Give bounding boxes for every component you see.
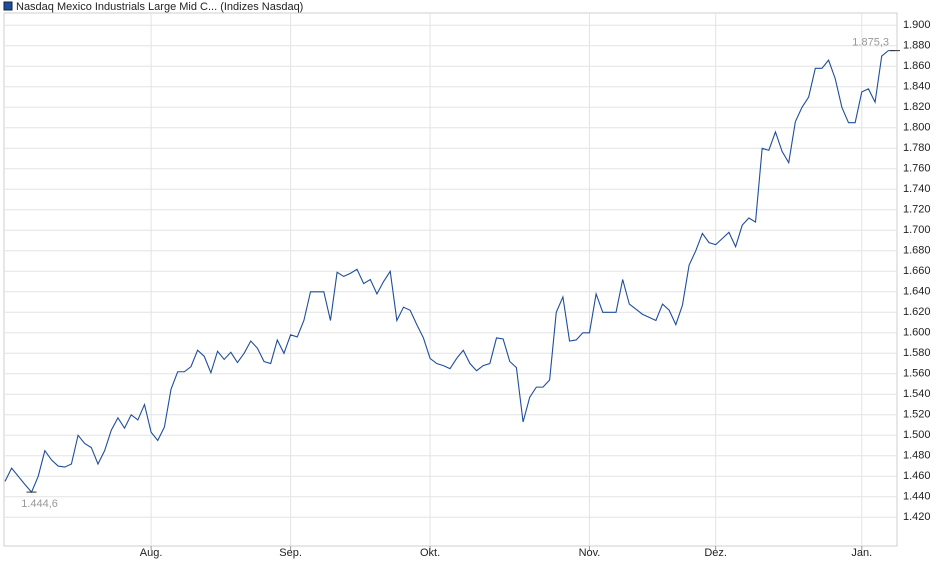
y-tick-label: 1.900 [903, 19, 931, 31]
y-tick-label: 1.740 [903, 183, 931, 195]
x-tick-label: Okt. [420, 547, 440, 559]
y-tick-label: 1.560 [903, 368, 931, 380]
y-tick-label: 1.660 [903, 265, 931, 277]
y-tick-label: 1.420 [903, 511, 931, 523]
x-tick-label: Dez. [704, 547, 727, 559]
y-tick-label: 1.700 [903, 224, 931, 236]
y-tick-label: 1.580 [903, 347, 931, 359]
y-tick-label: 1.820 [903, 101, 931, 113]
value-label: 1.444,6 [21, 498, 58, 510]
y-tick-label: 1.720 [903, 204, 931, 216]
y-tick-label: 1.840 [903, 81, 931, 93]
y-tick-label: 1.640 [903, 286, 931, 298]
y-tick-label: 1.880 [903, 40, 931, 52]
y-tick-label: 1.500 [903, 429, 931, 441]
x-tick-label: Nov. [579, 547, 601, 559]
y-tick-label: 1.860 [903, 60, 931, 72]
y-tick-label: 1.600 [903, 327, 931, 339]
y-tick-label: 1.540 [903, 388, 931, 400]
y-tick-label: 1.460 [903, 470, 931, 482]
y-tick-label: 1.620 [903, 306, 931, 318]
plot-frame [3, 12, 898, 547]
y-tick-label: 1.760 [903, 163, 931, 175]
y-tick-label: 1.480 [903, 450, 931, 462]
value-label: 1.875,3 [852, 37, 889, 49]
x-tick-label: Sep. [279, 547, 302, 559]
y-tick-label: 1.680 [903, 245, 931, 257]
y-tick-label: 1.520 [903, 409, 931, 421]
price-line [4, 50, 895, 494]
legend-swatch [3, 1, 13, 11]
legend-label: Nasdaq Mexico Industrials Large Mid C...… [16, 1, 303, 13]
x-tick-label: Aug. [140, 547, 163, 559]
y-tick-label: 1.780 [903, 142, 931, 154]
x-tick-label: Jan. [851, 547, 872, 559]
y-tick-label: 1.440 [903, 491, 931, 503]
y-tick-label: 1.800 [903, 122, 931, 134]
